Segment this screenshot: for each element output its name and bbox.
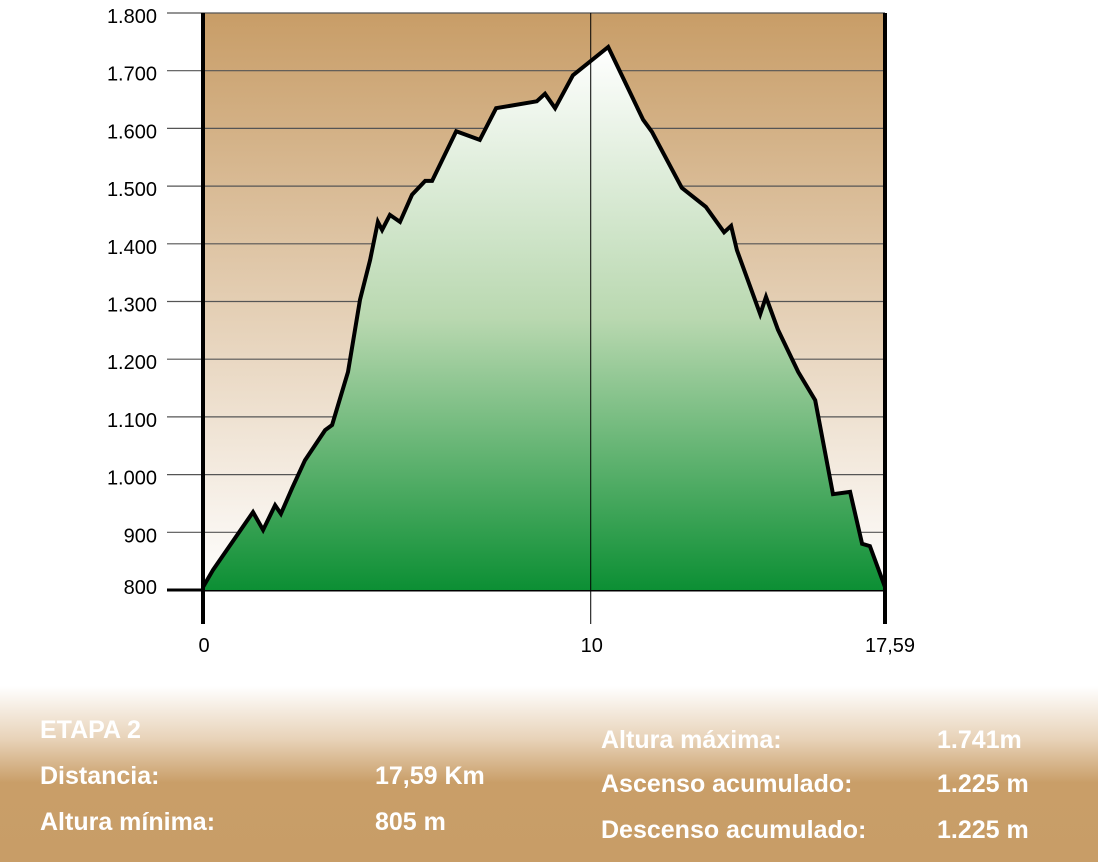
y-tick-label: 1.000 [107, 468, 157, 490]
distance-value: 17,59 Km [375, 762, 485, 790]
y-tick-label: 1.200 [107, 352, 157, 374]
y-tick-label: 900 [124, 525, 157, 547]
x-tick-label: 0 [198, 635, 209, 657]
x-tick-label: 10 [581, 635, 603, 657]
elevation-area [203, 47, 885, 590]
y-tick-label: 1.100 [107, 410, 157, 432]
min-altitude-value: 805 m [375, 808, 446, 836]
ascent-label: Ascenso acumulado: [601, 770, 853, 798]
max-altitude-label: Altura máxima: [601, 726, 782, 754]
y-tick-label: 1.700 [107, 64, 157, 86]
y-tick-label: 1.800 [107, 6, 157, 28]
y-tick-label: 1.600 [107, 121, 157, 143]
y-tick-label: 1.300 [107, 295, 157, 317]
elevation-profile-chart: 1.800 1.700 1.600 1.500 1.400 1.300 1.200 1.100… [107, 6, 915, 657]
descent-label: Descenso acumulado: [601, 816, 867, 844]
x-tick-label: 17,59 [865, 635, 915, 657]
y-tick-label: 1.500 [107, 179, 157, 201]
y-tick-label: 1.400 [107, 237, 157, 259]
distance-label: Distancia: [40, 762, 160, 790]
stage-summary-panel: ETAPA 2 Distancia: 17,59 Km Altura mínim… [0, 686, 1098, 862]
max-altitude-value: 1.741m [937, 726, 1022, 754]
min-altitude-label: Altura mínima: [40, 808, 216, 836]
ascent-value: 1.225 m [937, 770, 1029, 798]
y-tick-label: 800 [124, 577, 157, 599]
stage-title: ETAPA 2 [40, 716, 141, 744]
elevation-line [201, 43, 887, 589]
descent-value: 1.225 m [937, 816, 1029, 844]
